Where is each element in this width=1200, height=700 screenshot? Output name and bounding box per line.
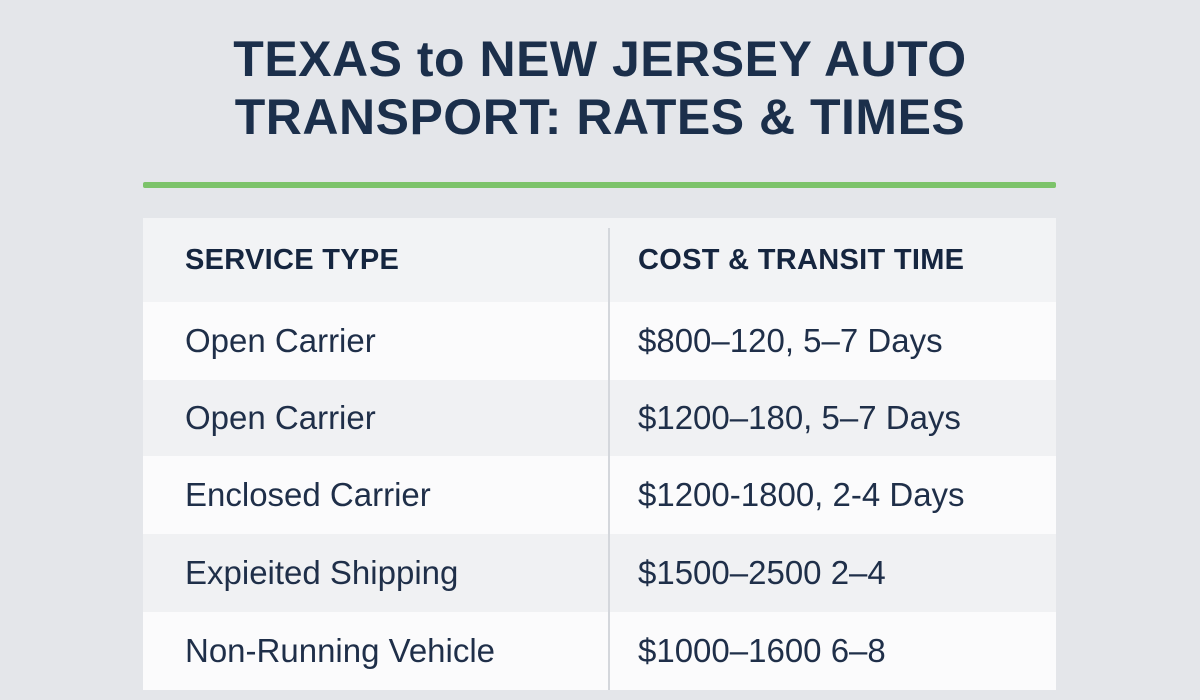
column-separator: [608, 228, 610, 690]
cost-transit-cell: $1000–1600 6–8: [638, 632, 886, 669]
header-service-type: SERVICE TYPE: [185, 243, 400, 276]
accent-divider: [143, 182, 1056, 188]
service-type-cell: Enclosed Carrier: [185, 476, 431, 513]
service-type-cell: Open Carrier: [185, 399, 376, 436]
service-type-cell: Open Carrier: [185, 322, 376, 359]
cost-transit-cell: $800–120, 5–7 Days: [638, 322, 943, 359]
table-header-row: SERVICE TYPE COST & TRANSIT TIME: [143, 218, 1056, 302]
table-row: Open Carrier $1200–180, 5–7 Days: [143, 380, 1056, 456]
page-title-line-2: TRANSPORT: RATES & TIMES: [234, 89, 966, 145]
table-row: Enclosed Carrier $1200-1800, 2-4 Days: [143, 456, 1056, 534]
rates-table: SERVICE TYPE COST & TRANSIT TIME Open Ca…: [143, 218, 1056, 690]
service-type-cell: Expieited Shipping: [185, 554, 459, 591]
cost-transit-cell: $1500–2500 2–4: [638, 554, 886, 591]
cost-transit-cell: $1200-1800, 2-4 Days: [638, 476, 965, 513]
table-row: Open Carrier $800–120, 5–7 Days: [143, 302, 1056, 380]
page-title: TEXAS to NEW JERSEY AUTO TRANSPORT: RATE…: [0, 30, 1200, 146]
table-row: Non-Running Vehicle $1000–1600 6–8: [143, 612, 1056, 690]
header-cost-transit-time: COST & TRANSIT TIME: [638, 243, 965, 276]
page-title-line-1: TEXAS to NEW JERSEY AUTO: [233, 31, 967, 87]
cost-transit-cell: $1200–180, 5–7 Days: [638, 399, 961, 436]
service-type-cell: Non-Running Vehicle: [185, 632, 496, 669]
table-row: Expieited Shipping $1500–2500 2–4: [143, 534, 1056, 612]
